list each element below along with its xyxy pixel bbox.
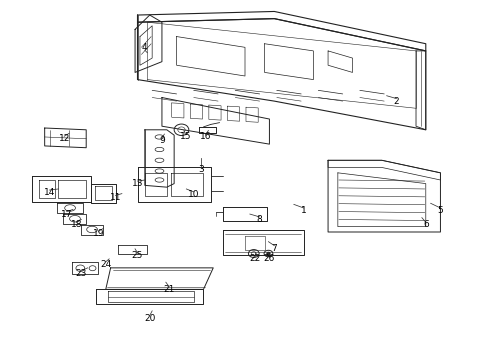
Text: 3: 3 <box>198 165 204 174</box>
Text: 2: 2 <box>393 96 399 105</box>
Text: 6: 6 <box>423 220 429 229</box>
Text: 11: 11 <box>110 193 121 202</box>
Text: 5: 5 <box>438 206 443 215</box>
Text: 4: 4 <box>142 43 147 52</box>
Text: 9: 9 <box>159 136 165 145</box>
Text: 25: 25 <box>132 251 143 260</box>
Text: 12: 12 <box>58 134 70 143</box>
Text: 16: 16 <box>200 132 212 141</box>
Text: 8: 8 <box>257 215 263 224</box>
Text: 24: 24 <box>100 260 111 269</box>
Text: 15: 15 <box>180 132 191 141</box>
Text: 20: 20 <box>144 314 155 323</box>
Text: 23: 23 <box>75 269 87 278</box>
Text: 21: 21 <box>164 285 175 294</box>
Text: 7: 7 <box>271 244 277 253</box>
Text: 13: 13 <box>132 179 143 188</box>
Text: 1: 1 <box>301 206 307 215</box>
Ellipse shape <box>267 252 270 255</box>
Text: 10: 10 <box>188 190 199 199</box>
Text: 14: 14 <box>44 188 55 197</box>
Text: 19: 19 <box>93 229 104 238</box>
Text: 22: 22 <box>249 255 260 264</box>
Text: 26: 26 <box>264 255 275 264</box>
Text: 18: 18 <box>71 220 82 229</box>
Text: 17: 17 <box>61 210 73 219</box>
